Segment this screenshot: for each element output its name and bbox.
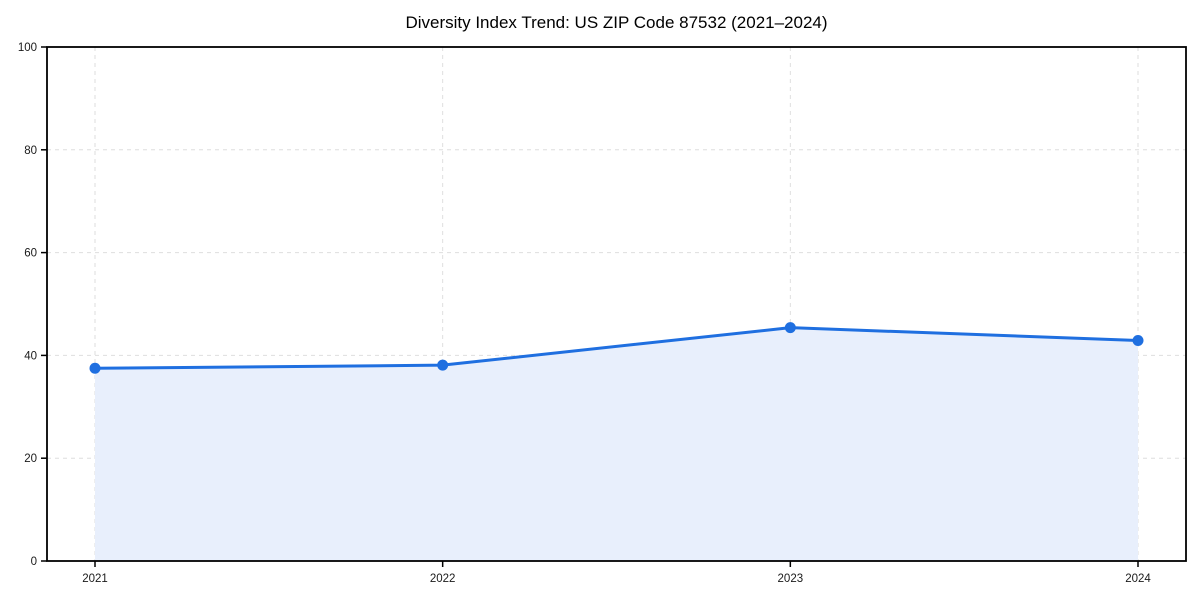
chart-title: Diversity Index Trend: US ZIP Code 87532… xyxy=(405,13,828,32)
x-tick-label: 2024 xyxy=(1125,573,1151,585)
area-fill xyxy=(95,327,1138,561)
trend-line xyxy=(93,326,1140,370)
y-tick-label: 20 xyxy=(24,453,37,465)
y-tick-label: 60 xyxy=(24,248,37,260)
x-tick-label: 2022 xyxy=(430,573,456,585)
y-tick-label: 80 xyxy=(24,145,37,157)
y-tick-label: 100 xyxy=(18,42,37,54)
x-tick-label: 2021 xyxy=(82,573,108,585)
data-point xyxy=(784,322,796,334)
data-point xyxy=(1132,334,1144,346)
data-point xyxy=(437,359,449,371)
data-point xyxy=(89,362,101,374)
plot-border xyxy=(46,46,1187,562)
y-tick-label: 40 xyxy=(24,350,37,362)
y-tick-label: 0 xyxy=(31,556,37,568)
x-tick-label: 2023 xyxy=(778,573,804,585)
